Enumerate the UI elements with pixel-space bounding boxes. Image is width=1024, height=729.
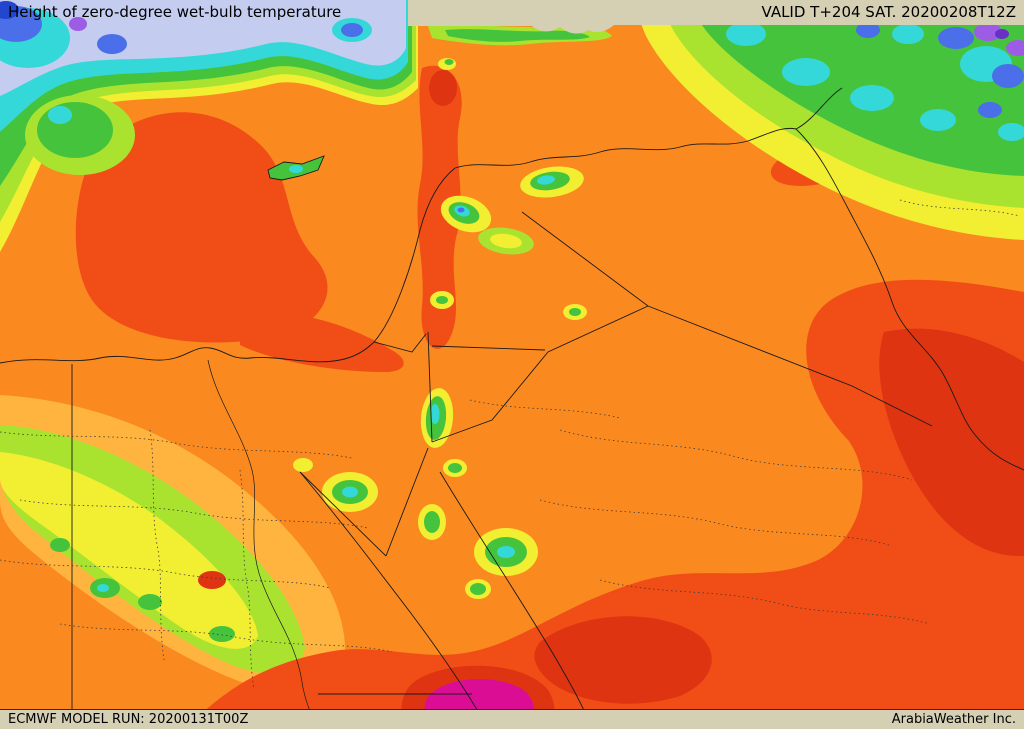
contour-purple-blob-ne <box>1006 40 1024 56</box>
contour-cyan-blob-ne <box>920 109 956 131</box>
valid-time-label: VALID T+204 SAT. 20200208T12Z <box>761 3 1016 21</box>
contour-green-blob <box>436 296 448 304</box>
contour-green-patch-nw <box>37 102 113 158</box>
contour-blue-blob-ne <box>992 64 1024 88</box>
river-nile <box>207 359 319 729</box>
coastline-red-sea-west <box>299 471 489 729</box>
contour-blue-core <box>457 207 465 213</box>
contour-green-blob <box>569 308 581 316</box>
contour-blue-blob-ne <box>856 22 880 38</box>
contour-cyan-core <box>289 165 303 173</box>
border-syria-jordan <box>431 345 546 351</box>
contour-green-blob <box>470 583 486 595</box>
country-borders <box>0 87 1024 729</box>
admin-line <box>239 469 255 691</box>
contour-cyan-blob-ne <box>892 24 924 44</box>
contour-purple-blob <box>69 17 87 31</box>
model-run-label: ECMWF MODEL RUN: 20200131T00Z <box>8 712 249 727</box>
contour-green-blob <box>424 511 440 533</box>
admin-line <box>899 199 1021 217</box>
contour-cyan-core <box>537 175 555 185</box>
admin-line <box>0 431 353 459</box>
contour-cyan-blob-ne <box>850 85 894 111</box>
contour-blue-blob-ne <box>978 102 1002 118</box>
contour-green-turkey-strip <box>445 29 590 42</box>
contour-lavender-sea-band <box>0 0 406 96</box>
contour-cyan-blob-ne <box>998 123 1024 141</box>
contour-darkpurple-blob-ne <box>995 29 1009 39</box>
contour-cyan-core <box>497 546 515 558</box>
contour-green-spot <box>50 538 70 552</box>
contour-yellow-ring <box>293 458 313 472</box>
contour-red-spot <box>198 571 226 589</box>
border-syria-iraq <box>521 211 649 307</box>
contour-redorange-west <box>75 112 328 343</box>
admin-line <box>59 623 393 653</box>
admin-line <box>599 579 931 625</box>
admin-line <box>0 559 331 589</box>
contour-cyan-blob-ne <box>726 22 766 46</box>
map-title: Height of zero-degree wet-bulb temperatu… <box>8 3 342 21</box>
contour-blue-blob-ne <box>938 27 974 49</box>
map-frame-top-strip <box>408 0 1024 34</box>
contour-blue-blob <box>341 23 363 37</box>
contour-redorange-west-tongue <box>240 312 404 372</box>
contour-green-spot <box>138 594 162 610</box>
border-iraq-saudi <box>647 305 933 427</box>
contour-green-ne-region <box>686 0 1024 176</box>
border-israel <box>373 333 427 353</box>
admin-line <box>19 499 369 529</box>
contour-redorange-levant <box>417 65 462 349</box>
admin-borders-dotted <box>0 199 1021 691</box>
coastline-mediterranean <box>0 167 456 364</box>
coastline-red-sea-east <box>439 471 593 729</box>
contour-yellow-core <box>490 233 522 249</box>
contour-green-spot <box>209 626 235 642</box>
contour-cyan-core <box>342 486 358 498</box>
contour-purple-blob-ne <box>974 23 1002 41</box>
contour-redorange-east-south <box>185 279 1024 729</box>
footer-bar: ECMWF MODEL RUN: 20200131T00Z ArabiaWeat… <box>0 709 1024 729</box>
contour-yellow-egypt-core <box>0 452 258 649</box>
contour-red-core-levant <box>429 70 457 106</box>
border-jordan-saudi <box>431 305 649 443</box>
coastline-gulf-of-suez <box>299 471 387 557</box>
contour-deepblue-blob-nw <box>0 1 19 19</box>
contour-cyan-blob-ne <box>782 58 830 86</box>
coastline-gulf-of-aqaba <box>385 447 429 557</box>
contour-green-spot <box>444 59 454 65</box>
contour-green-blob <box>448 463 462 473</box>
contour-cyan-core <box>430 404 440 424</box>
contour-red-east <box>879 328 1024 557</box>
contour-red-south <box>534 616 712 704</box>
contour-cyan-spot <box>97 584 109 592</box>
contour-cyan-spot <box>48 106 72 124</box>
border-jordan-west <box>427 331 433 443</box>
credit-label: ArabiaWeather Inc. <box>891 712 1016 727</box>
border-iran-west <box>795 128 1024 471</box>
contour-blue-blob <box>97 34 127 54</box>
